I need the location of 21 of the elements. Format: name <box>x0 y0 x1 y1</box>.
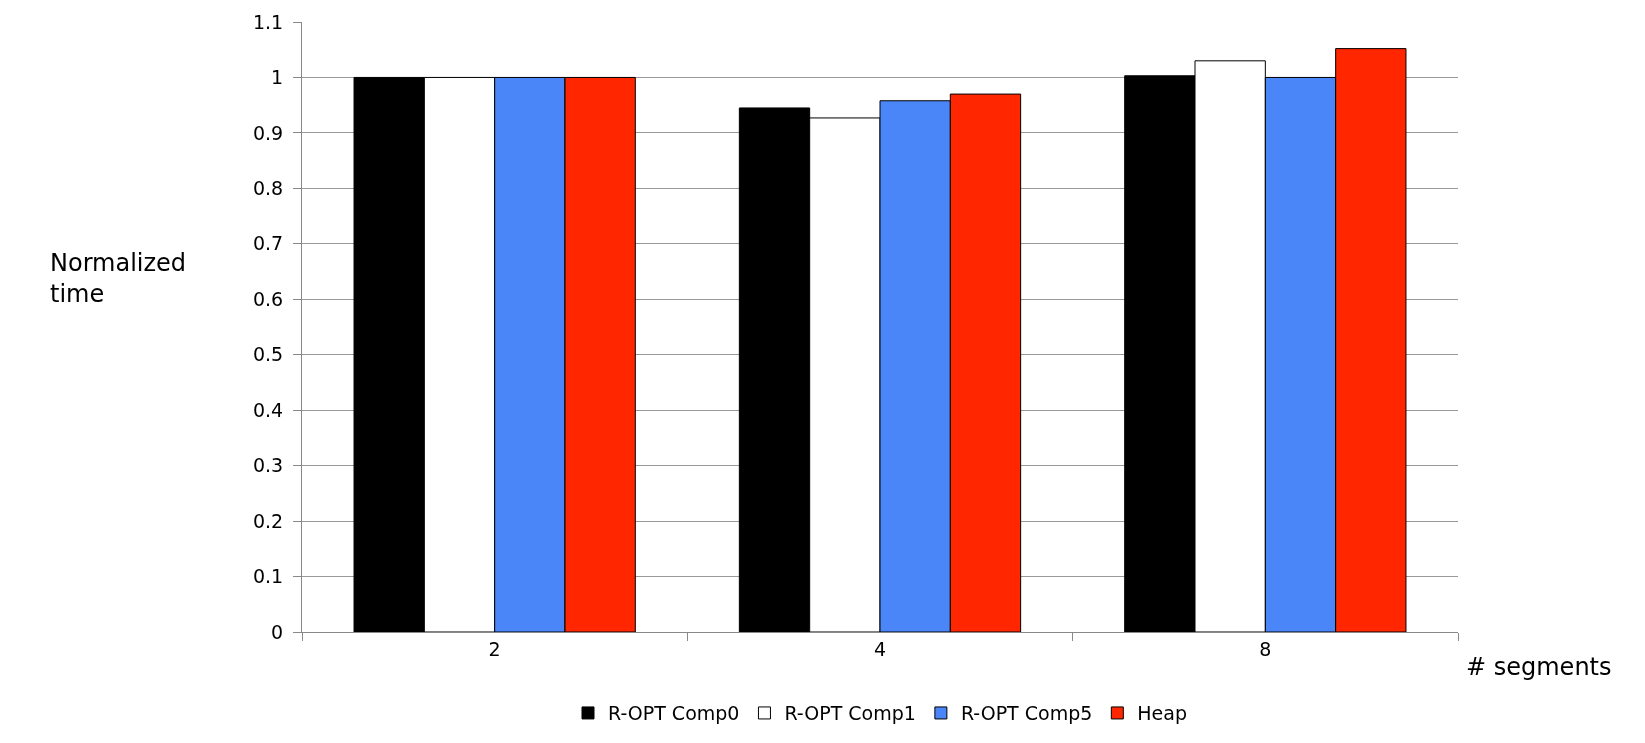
y-tick-label: 0.7 <box>252 232 284 255</box>
y-tick-label: 0.6 <box>252 287 284 310</box>
y-tick-label: 1.1 <box>252 10 284 33</box>
x-tick-label: 4 <box>873 637 887 660</box>
y-tick-label: 1 <box>271 66 284 89</box>
legend-label: Heap <box>1137 702 1187 725</box>
legend-label: R-OPT Comp0 <box>608 702 740 725</box>
y-tick-label: 0.1 <box>252 565 284 588</box>
legend-label: R-OPT Comp1 <box>784 702 916 725</box>
x-axis-title: # segments <box>1466 653 1612 681</box>
y-tick-label: 0.2 <box>252 509 284 532</box>
y-tick-label: 0.8 <box>252 177 284 200</box>
x-tick-label: 8 <box>1259 637 1272 660</box>
y-tick-label: 0 <box>271 620 284 643</box>
y-tick-label: 0.3 <box>252 454 284 477</box>
x-tick-label: 2 <box>488 637 501 660</box>
y-tick-label: 0.4 <box>252 398 284 421</box>
y-tick-label: 0.9 <box>252 121 284 144</box>
y-axis-title: Normalized time <box>50 249 187 309</box>
legend-label: R-OPT Comp5 <box>960 702 1093 725</box>
y-tick-label: 0.5 <box>252 343 284 366</box>
